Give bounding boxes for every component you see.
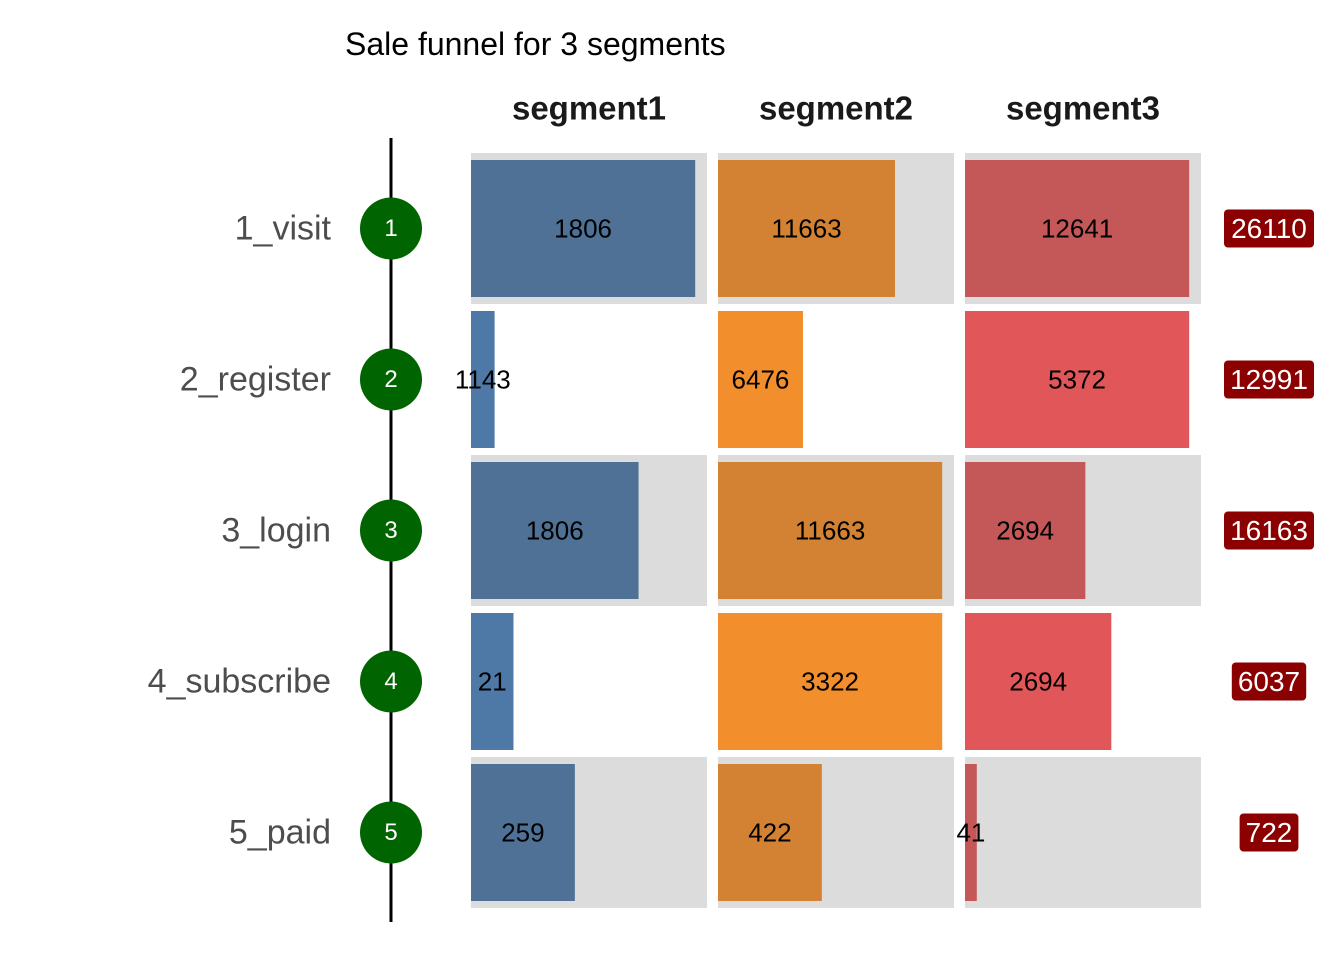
funnel-bar: [471, 613, 514, 750]
bar-value-label: 2694: [1009, 667, 1067, 697]
step-number: 4: [384, 668, 397, 695]
bar-value-label: 1143: [455, 365, 511, 395]
stage-label: 1_visit: [235, 210, 332, 248]
bar-value-label: 3322: [801, 667, 859, 697]
segment-header: segment1: [512, 90, 666, 127]
bar-value-label: 5372: [1048, 365, 1106, 395]
segment-header: segment2: [759, 90, 913, 127]
step-circle: [360, 650, 422, 713]
step-circle: [360, 348, 422, 411]
funnel-bar: [718, 160, 895, 297]
total-value: 16163: [1230, 515, 1308, 546]
step-circle: [360, 801, 422, 864]
total-value: 6037: [1238, 666, 1300, 697]
bar-background: [965, 757, 1201, 908]
total-badge: [1231, 662, 1307, 701]
chart-title: Sale funnel for 3 segments: [345, 26, 726, 62]
segment-header: segment3: [1006, 90, 1160, 127]
stage-label: 4_subscribe: [148, 663, 331, 701]
bar-value-label: 422: [748, 818, 791, 848]
funnel-bar: [718, 311, 803, 448]
total-badge: [1224, 511, 1314, 550]
step-circle: [360, 499, 422, 562]
bar-value-label: 6476: [732, 365, 790, 395]
funnel-bar: [965, 764, 977, 901]
bar-value-label: 2694: [996, 516, 1054, 546]
total-value: 26110: [1231, 213, 1307, 244]
bar-value-label: 1806: [554, 214, 612, 244]
total-badge: [1224, 360, 1314, 399]
bar-value-label: 1806: [526, 516, 584, 546]
total-value: 722: [1246, 817, 1293, 848]
funnel-bar: [471, 764, 575, 901]
total-badge: [1224, 209, 1314, 248]
total-badge: [1239, 813, 1299, 852]
bar-value-label: 41: [956, 818, 985, 848]
bar-value-label: 12641: [1041, 214, 1113, 244]
step-number: 2: [384, 366, 397, 393]
funnel-bar: [965, 311, 1190, 448]
bar-value-label: 259: [501, 818, 544, 848]
step-circle: [360, 197, 422, 260]
funnel-bar: [718, 613, 943, 750]
bar-value-label: 11663: [771, 214, 841, 244]
stage-label: 2_register: [180, 361, 331, 399]
step-number: 5: [384, 819, 397, 846]
funnel-bar: [965, 462, 1086, 599]
bar-value-label: 21: [478, 667, 507, 697]
funnel-bar: [471, 311, 495, 448]
funnel-bar: [718, 462, 943, 599]
funnel-bar: [965, 160, 1190, 297]
stage-label: 5_paid: [229, 814, 331, 852]
bar-value-label: 11663: [795, 516, 865, 546]
funnel-bar: [965, 613, 1112, 750]
segment-panels: segment1 segment2 segment3: [512, 90, 1160, 127]
funnel-bar: [718, 764, 822, 901]
funnel-bar: [471, 160, 696, 297]
funnel-bar: [471, 462, 639, 599]
step-number: 1: [384, 215, 397, 242]
step-number: 3: [384, 517, 397, 544]
stage-label: 3_login: [221, 512, 331, 550]
total-value: 12991: [1230, 364, 1308, 395]
